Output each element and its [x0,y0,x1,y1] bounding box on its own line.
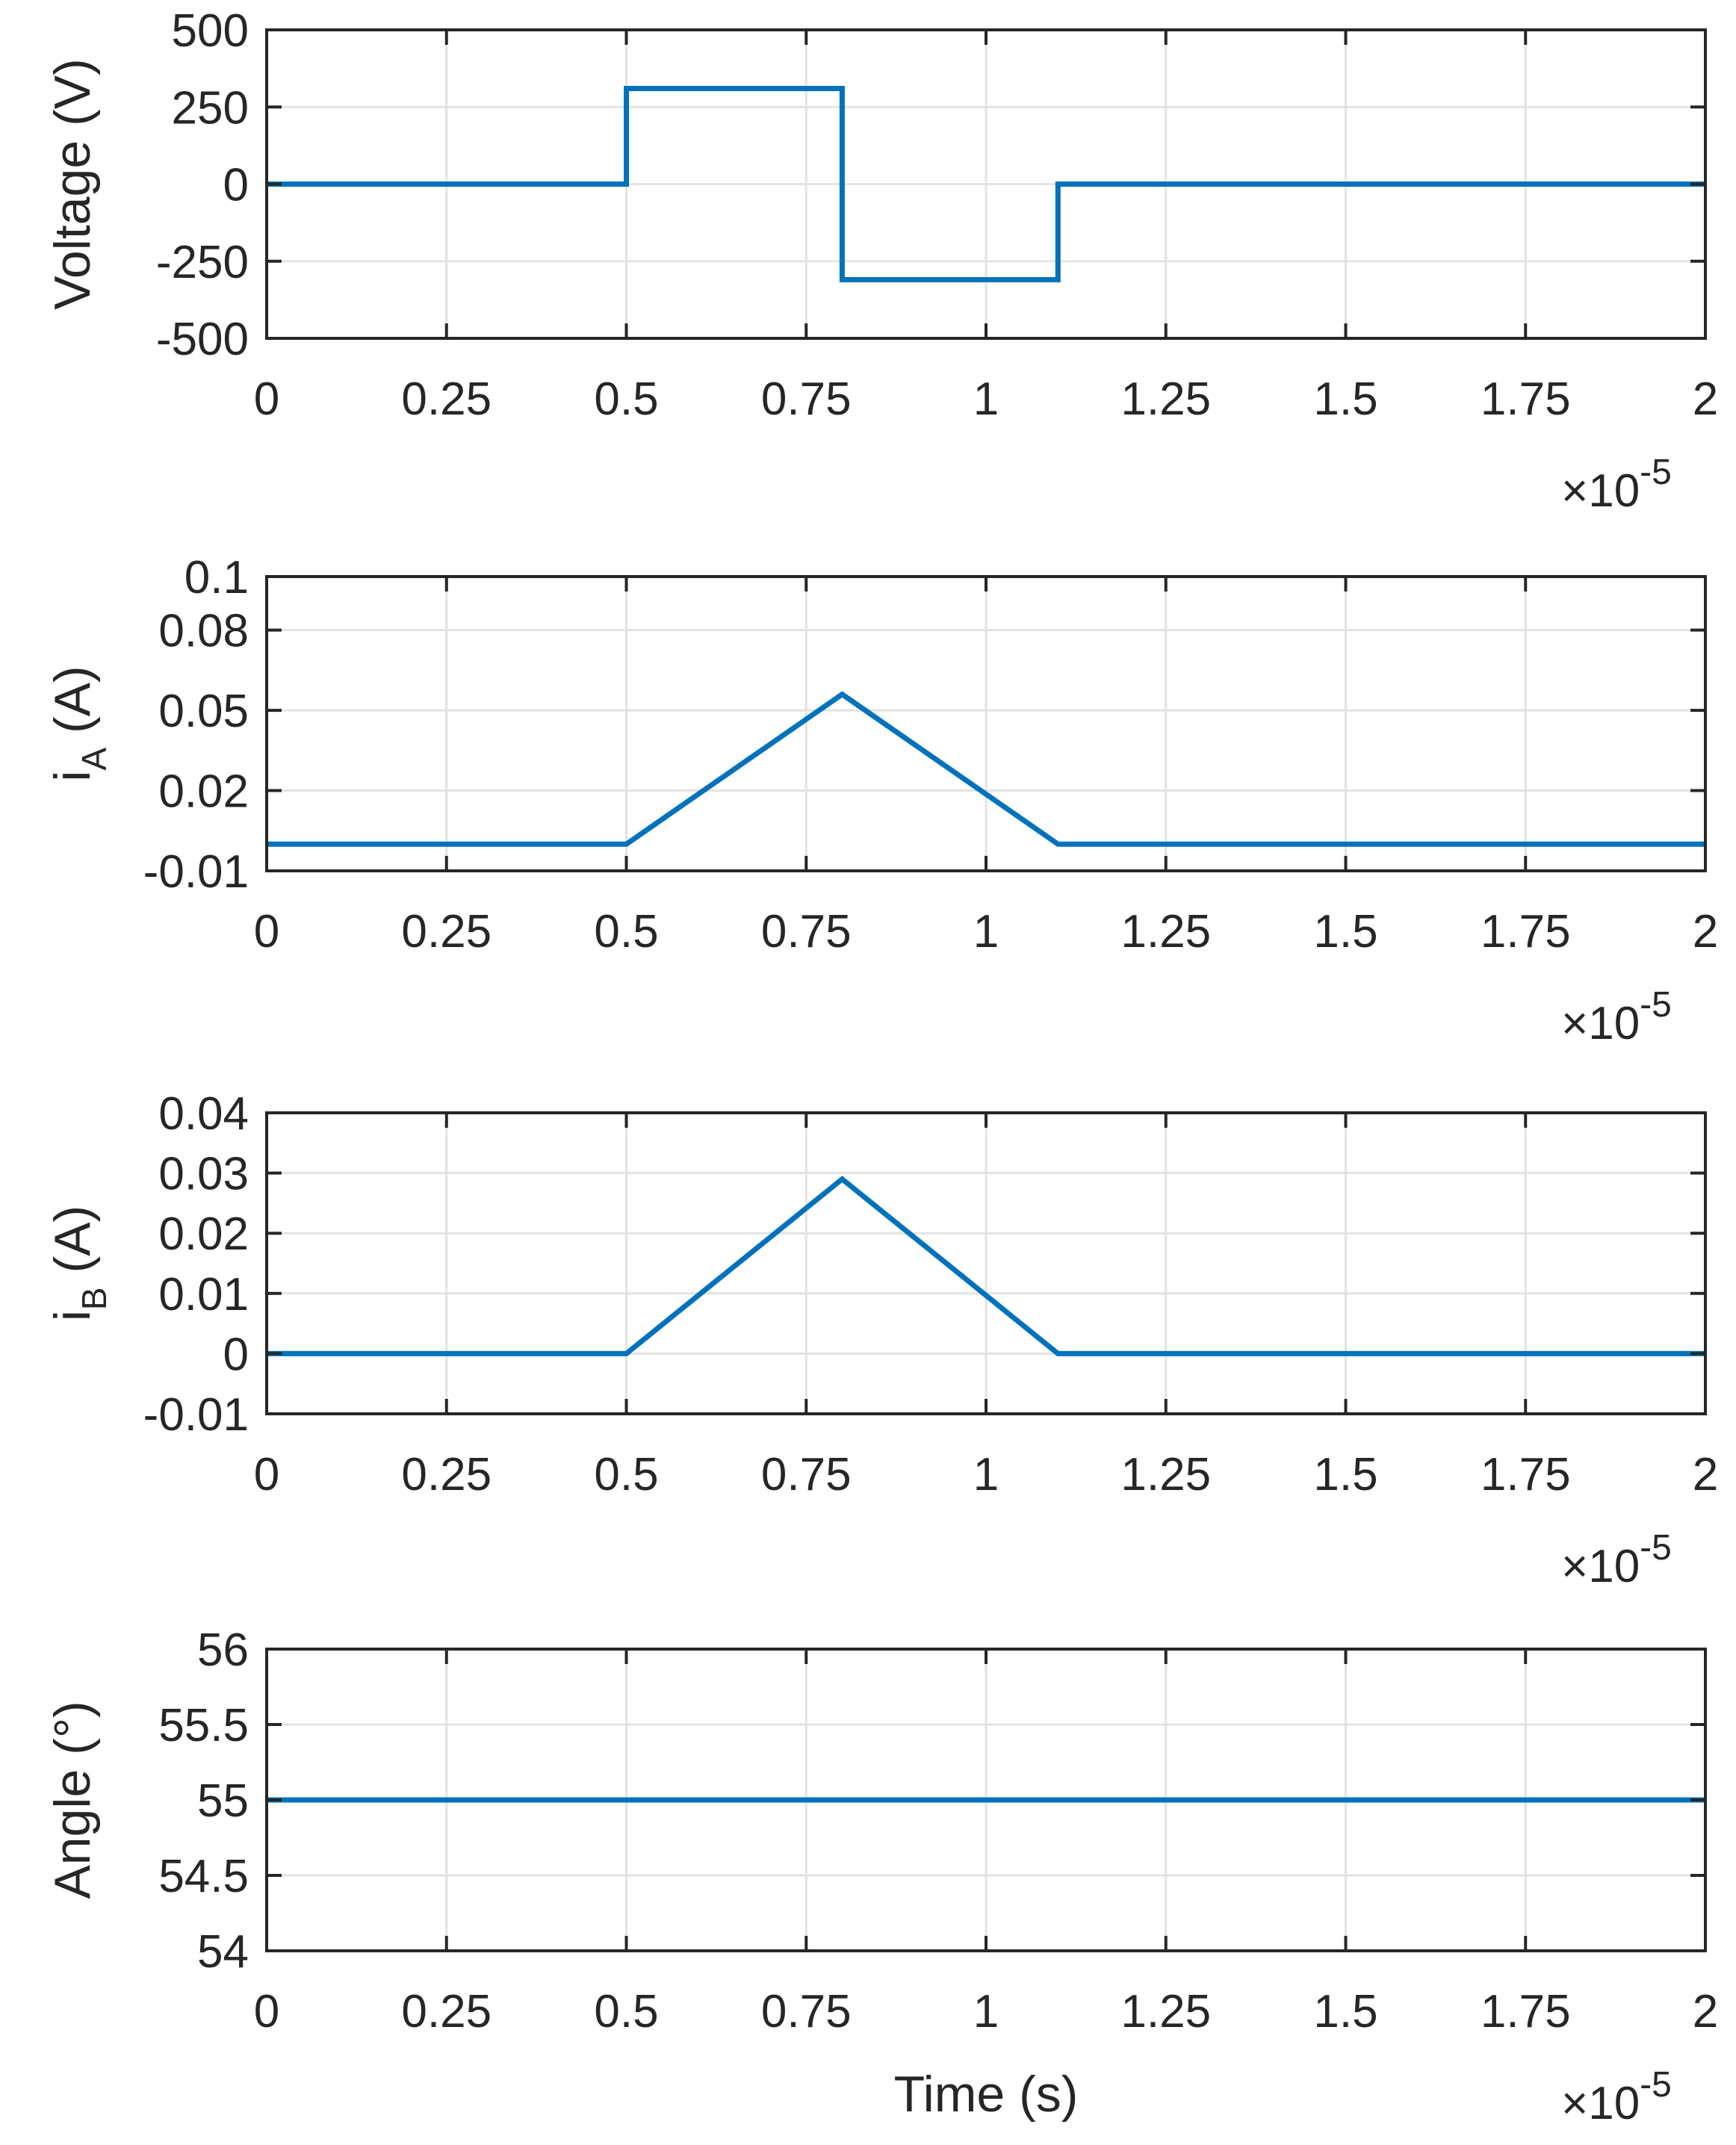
y-tick-label: 0.04 [158,1088,249,1140]
x-exponent-power: -5 [1640,453,1672,492]
x-tick-label: 1.5 [1313,1449,1377,1500]
x-axis-title: Time (s) [894,2066,1079,2123]
y-axis-title-suffix: (A) [44,1205,101,1288]
x-exponent-power: -5 [1640,985,1672,1025]
x-tick-label: 1.75 [1481,1986,1571,2037]
x-tick-label: 0.5 [594,1449,658,1500]
x-tick-label: 0 [254,1449,279,1500]
y-tick-label: -500 [156,314,249,365]
x-exponent-label: ×10-5 [1561,453,1672,517]
x-tick-label: 1.5 [1313,1986,1377,2037]
y-tick-label: 0 [223,1329,249,1380]
x-tick-label: 1 [973,1449,999,1500]
x-tick-label: 1.25 [1120,1449,1211,1500]
y-tick-label: 54.5 [158,1851,249,1902]
x-tick-label: 1.5 [1313,373,1377,425]
y-axis-title: iB (A) [44,1205,114,1321]
x-tick-label: 1.75 [1481,906,1571,957]
y-tick-label: 0.1 [185,552,249,603]
series-line [267,1176,1705,1356]
subplot-2: 0 0.25 0.5 0.75 1 1.25 1.5 1.75 2 0.10.08 0.05 0.02… [44,552,1718,1049]
series-line [267,86,1705,282]
x-tick-label: 0.75 [761,906,852,957]
subplot-1: 0 0.25 0.5 0.75 1 1.25 1.5 1.75 25002500-250-500… [44,5,1718,517]
x-tick-label: 0.5 [594,1986,658,2037]
y-axis-title: Voltage (V) [44,58,101,309]
y-tick-label: 0.01 [158,1269,249,1320]
x-tick-label: 1.25 [1120,906,1211,957]
x-tick-label: 2 [1693,1449,1718,1500]
x-tick-label: 0.25 [401,1986,492,2037]
x-tick-label: 1.5 [1313,906,1377,957]
y-tick-label: 250 [172,82,249,134]
y-axis-title-subscript: B [75,1287,114,1310]
y-axis-title-main: Voltage (V) [44,58,101,309]
y-tick-label: 55.5 [158,1700,249,1751]
x-tick-label: 0.5 [594,906,658,957]
x-tick-label: 2 [1693,373,1718,425]
y-tick-label: 0.02 [158,1208,249,1260]
y-axis-title-main: Angle (°) [44,1701,101,1899]
x-exponent-label: ×10-5 [1561,1528,1672,1592]
x-tick-label: 2 [1693,1986,1718,2037]
x-tick-label: 1.75 [1481,373,1571,425]
x-tick-label: 0.75 [761,1449,852,1500]
x-tick-label: 1.25 [1120,373,1211,425]
x-exponent-power: -5 [1640,2065,1672,2105]
subplot-3: 0 0.25 0.5 0.75 1 1.25 1.5 1.75 2 0.04 0.03 0.02 0.0… [44,1088,1718,1592]
y-axis-title: Angle (°) [44,1701,101,1899]
x-tick-label: 0 [254,373,279,425]
x-tick-label: 1.75 [1481,1449,1571,1500]
y-tick-label: -250 [156,237,249,288]
x-tick-label: 0 [254,906,279,957]
y-tick-label: 0 [223,160,249,211]
y-tick-label: 55 [197,1775,249,1827]
series-line [267,691,1705,847]
x-tick-label: 1 [973,373,999,425]
x-tick-label: 0.25 [401,906,492,957]
y-axis-title-suffix: (A) [44,665,101,748]
y-tick-label: 56 [197,1624,249,1676]
x-tick-label: 1 [973,906,999,957]
y-axis-title: iA (A) [44,665,114,781]
x-tick-label: 0.25 [401,373,492,425]
y-axis-title-main: i [44,771,101,782]
x-tick-label: 0.5 [594,373,658,425]
subplot-4: 0 0.25 0.5 0.75 1 1.25 1.5 1.75 2 56 55.5 55 54.5 54 ×… [44,1624,1718,2129]
x-tick-label: 1.25 [1120,1986,1211,2037]
x-tick-label: 0.75 [761,1986,852,2037]
y-tick-label: -0.01 [143,1389,249,1441]
x-tick-label: 0 [254,1986,279,2037]
y-tick-label: 500 [172,5,249,57]
x-exponent-power: -5 [1640,1528,1672,1568]
y-tick-label: 0.03 [158,1149,249,1200]
y-tick-label: 0.08 [158,606,249,657]
y-tick-label: 0.05 [158,686,249,737]
x-exponent-label: ×10-5 [1561,2065,1672,2129]
x-tick-label: 1 [973,1986,999,2037]
y-tick-label: -0.01 [143,846,249,898]
x-exponent-label: ×10-5 [1561,985,1672,1049]
y-axis-title-main: i [44,1310,101,1321]
y-axis-title-subscript: A [75,748,114,771]
x-tick-label: 0.75 [761,373,852,425]
x-tick-label: 0.25 [401,1449,492,1500]
y-tick-label: 0.02 [158,766,249,818]
y-tick-label: 54 [197,1926,249,1978]
x-tick-label: 2 [1693,906,1718,957]
